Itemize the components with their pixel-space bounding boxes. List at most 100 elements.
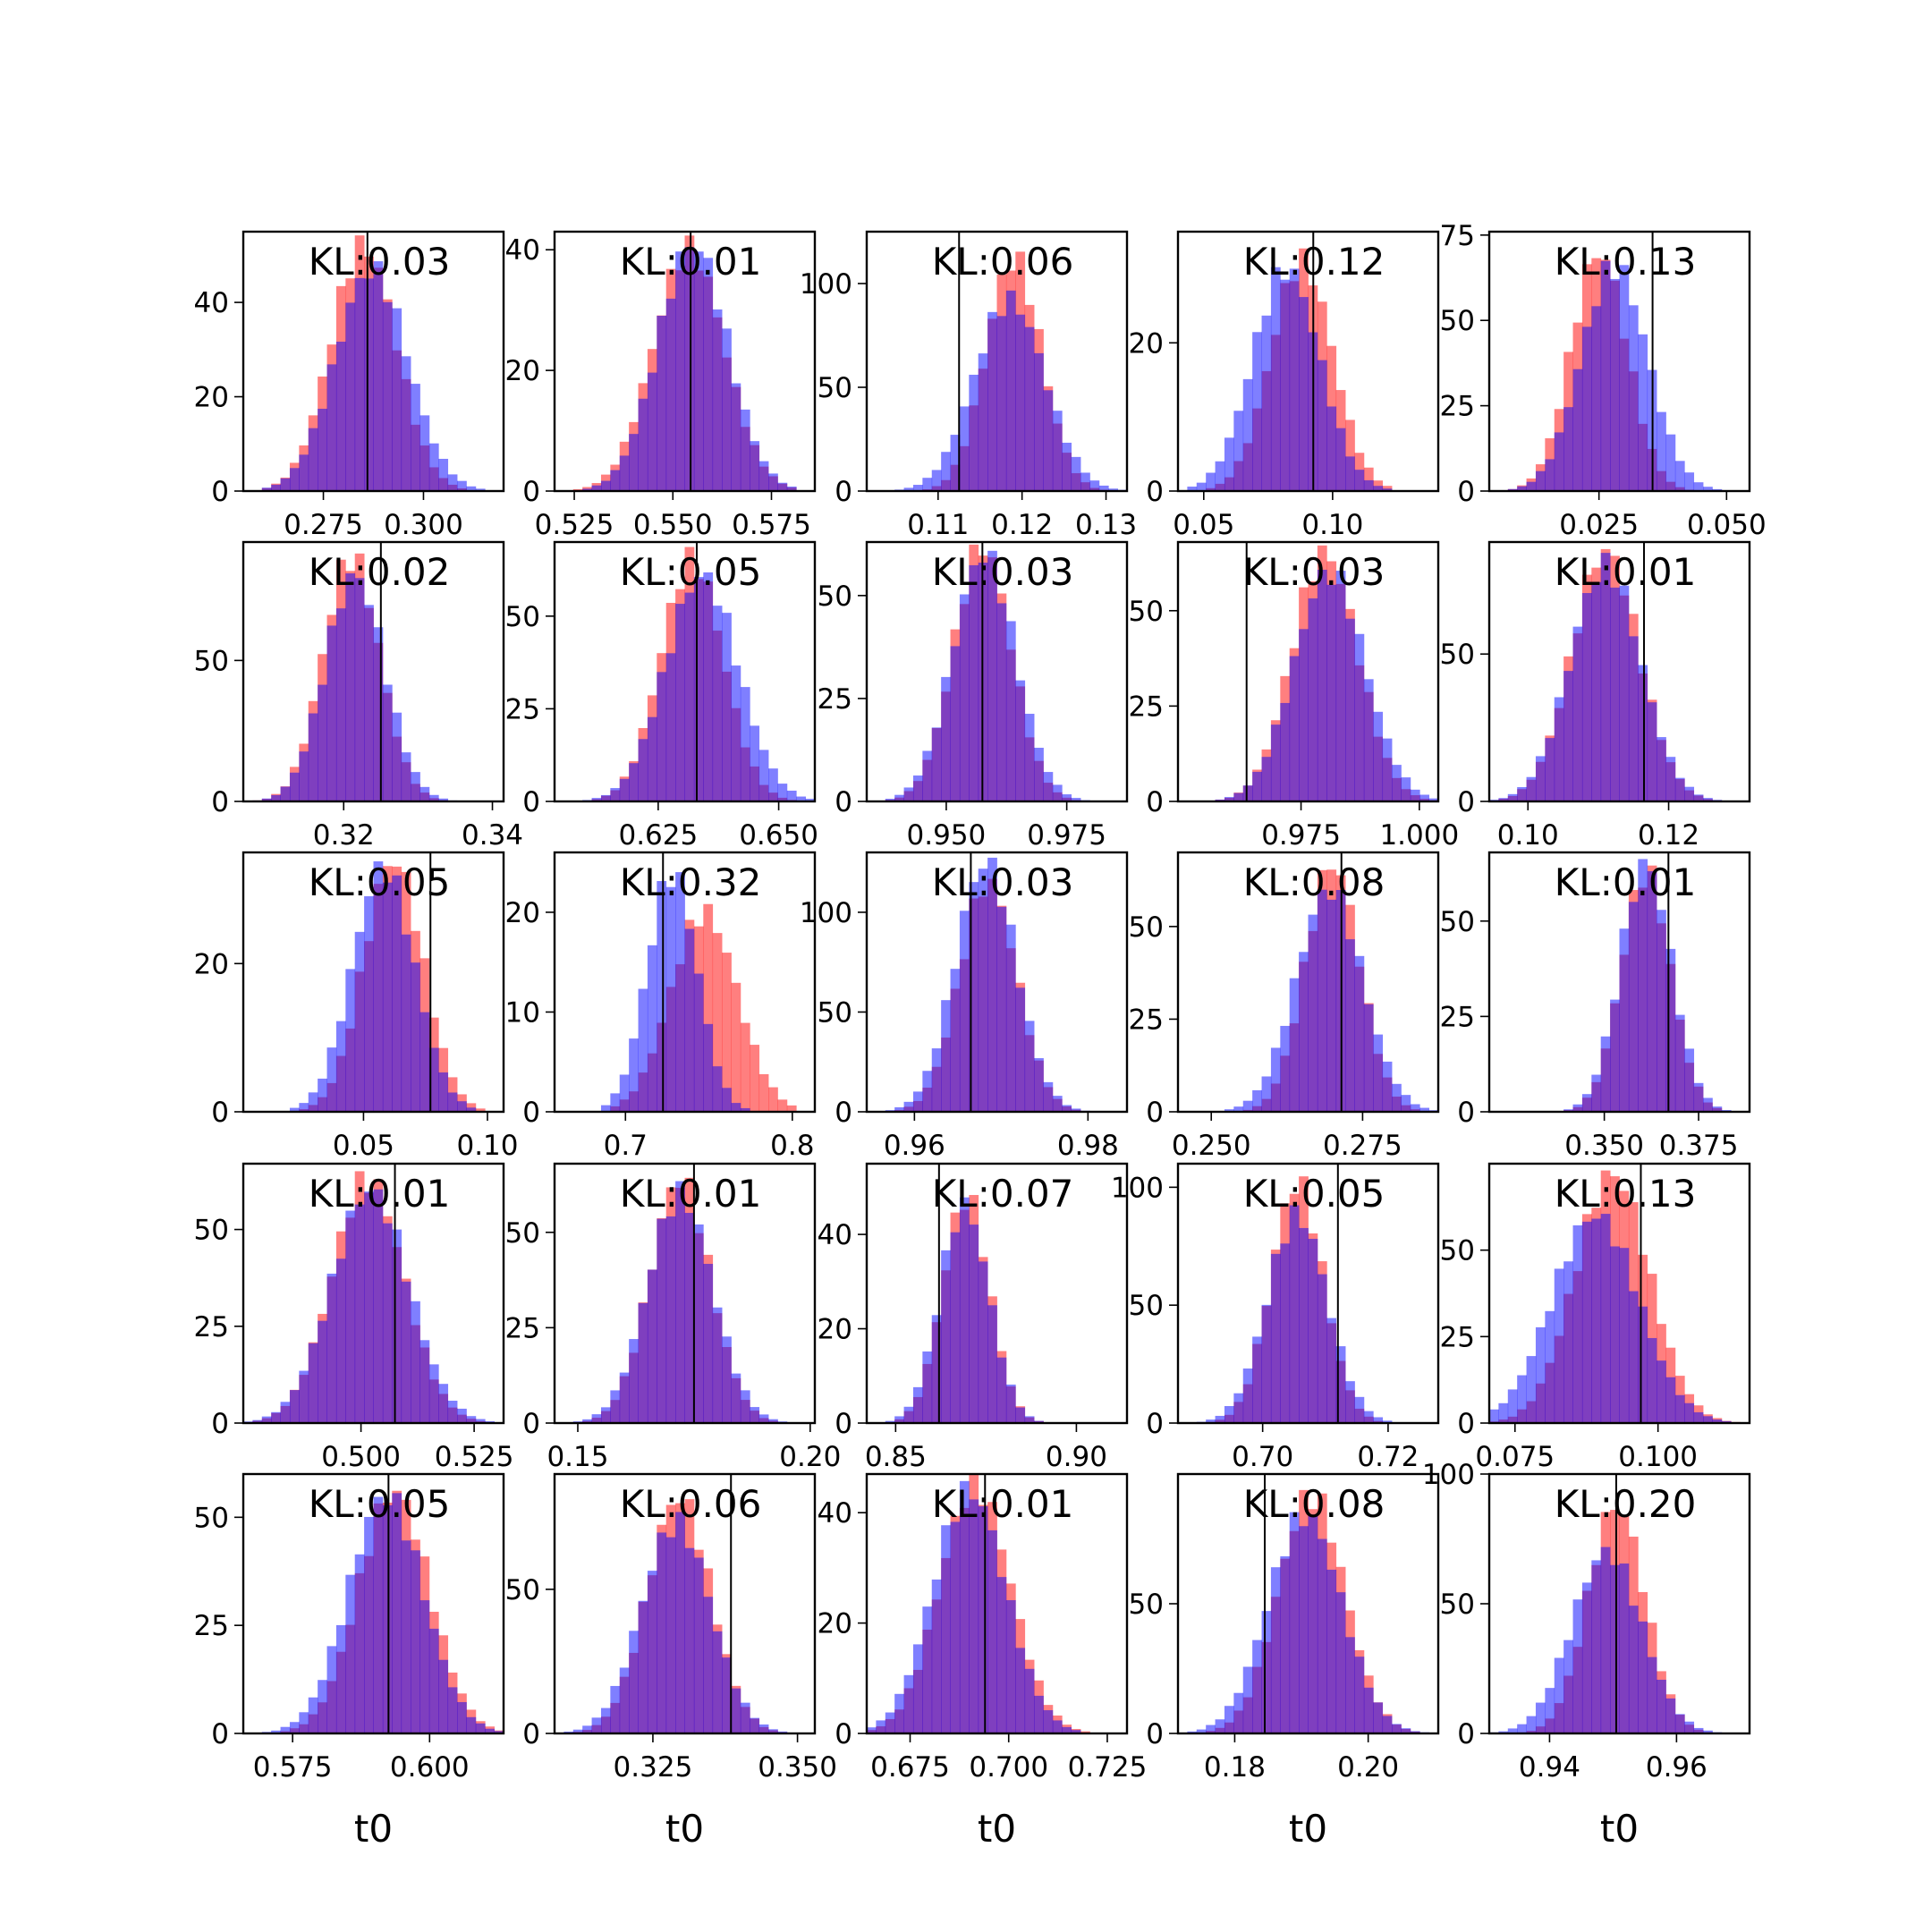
y-tick-label: 50 (1129, 596, 1164, 628)
blue-histogram-bar (885, 799, 895, 801)
blue-histogram-bar (987, 1305, 997, 1423)
blue-histogram-bar (466, 1716, 477, 1733)
axes-frame (242, 1162, 505, 1425)
blue-histogram-bar (1535, 1326, 1546, 1423)
blue-histogram-bar (373, 261, 384, 491)
kl-label: KL:0.05 (309, 1482, 451, 1526)
blue-histogram-bar (894, 1693, 904, 1733)
blue-histogram-bar (1647, 1657, 1657, 1733)
blue-histogram-bar (428, 1047, 439, 1112)
subplot-1-4: KL:0.12 0 20 0.05 0.10 (1129, 230, 1440, 541)
kl-label: KL:0.03 (309, 240, 451, 284)
blue-histogram-bar (1657, 411, 1666, 491)
blue-histogram-bar (722, 1336, 732, 1423)
blue-histogram-bar (1619, 928, 1630, 1112)
y-tick-label: 0 (1146, 1718, 1164, 1750)
blue-histogram-bar (1024, 1416, 1035, 1423)
plot-area (252, 542, 458, 801)
subplot-3-2: KL:0.32 0 10 20 0.7 0.8 (505, 851, 817, 1162)
blue-histogram-bar (1572, 1599, 1583, 1733)
blue-histogram-bar (354, 277, 365, 491)
blue-histogram-bar (619, 1074, 630, 1112)
x-tick-label: 0.250 (1172, 1130, 1251, 1162)
y-tick-label: 0 (835, 476, 852, 508)
kl-label: KL:0.01 (620, 1172, 762, 1216)
blue-histogram-bar (1043, 1081, 1054, 1112)
red-histogram-bar (731, 982, 741, 1112)
x-tick-label: 0.05 (333, 1130, 394, 1162)
blue-histogram-bar (1712, 1106, 1723, 1112)
blue-histogram-bar (712, 1066, 723, 1112)
blue-histogram-bar (903, 787, 914, 801)
blue-histogram-bar (1280, 702, 1291, 801)
y-tick-label: 0 (1457, 786, 1475, 818)
blue-histogram-bar (996, 603, 1007, 801)
blue-histogram-bar (261, 1416, 272, 1423)
y-tick-label: 100 (1422, 1459, 1475, 1491)
blue-histogram-bar (1674, 777, 1685, 801)
blue-histogram-bar (1224, 797, 1234, 801)
blue-histogram-bar (941, 676, 951, 801)
blue-histogram-bar (1563, 671, 1573, 801)
blue-histogram-bar (638, 398, 648, 491)
red-histogram-bar (1345, 419, 1355, 491)
red-histogram-bar (475, 1108, 486, 1112)
y-tick-label: 0 (1146, 1097, 1164, 1129)
blue-histogram-bar (903, 1101, 914, 1112)
blue-histogram-bar (768, 473, 778, 491)
x-axis-label: t0 (1289, 1807, 1327, 1851)
y-tick-label: 0 (1457, 476, 1475, 508)
blue-histogram-bar (912, 485, 923, 491)
y-tick-label: 0 (211, 1408, 229, 1440)
blue-histogram-bar (1382, 1716, 1393, 1733)
blue-histogram-bar (996, 1357, 1007, 1423)
blue-histogram-bar (1610, 587, 1620, 801)
plot-area (600, 852, 797, 1112)
blue-histogram-bar (373, 627, 384, 801)
blue-histogram-bar (1638, 334, 1648, 491)
blue-histogram-bar (1071, 1730, 1081, 1733)
blue-histogram-bar (1581, 1582, 1592, 1733)
blue-histogram-bar (1280, 1025, 1291, 1112)
blue-histogram-bar (768, 1419, 778, 1423)
blue-histogram-bar (1299, 1526, 1309, 1733)
blue-histogram-bar (261, 798, 272, 801)
blue-histogram-bar (647, 945, 657, 1112)
blue-histogram-bar (1308, 598, 1318, 801)
axes-frame (1176, 851, 1440, 1114)
y-tick-label: 50 (505, 1217, 540, 1250)
x-tick-label: 0.15 (547, 1441, 608, 1473)
y-tick-label: 0 (1457, 1718, 1475, 1750)
blue-histogram-bar (657, 1532, 667, 1733)
blue-histogram-bar (1299, 629, 1309, 801)
blue-histogram-bar (1024, 714, 1035, 801)
blue-histogram-bar (805, 799, 815, 801)
x-tick-label: 0.20 (779, 1441, 841, 1473)
blue-histogram-bar (308, 428, 318, 491)
blue-histogram-bar (1071, 1108, 1081, 1112)
blue-histogram-bar (610, 1093, 621, 1112)
blue-histogram-bar (318, 1320, 327, 1423)
blue-histogram-bar (438, 798, 449, 801)
x-tick-label: 0.85 (865, 1441, 927, 1473)
kl-label: KL:0.03 (932, 860, 1074, 904)
blue-histogram-bar (722, 328, 732, 491)
blue-histogram-bar (318, 1078, 327, 1112)
blue-histogram-bar (740, 409, 750, 491)
blue-histogram-bar (978, 1261, 988, 1423)
blue-histogram-bar (1034, 1058, 1044, 1112)
blue-histogram-bar (987, 1530, 997, 1733)
blue-histogram-bar (1638, 1306, 1648, 1423)
blue-histogram-bar (740, 1107, 750, 1112)
y-tick-label: 100 (1111, 1172, 1164, 1204)
blue-histogram-bar (1252, 1640, 1262, 1733)
blue-histogram-bar (411, 1301, 420, 1423)
blue-histogram-bar (786, 790, 797, 801)
blue-histogram-bar (629, 1339, 639, 1423)
x-tick-label: 0.18 (1204, 1751, 1266, 1784)
plot-area (1489, 1474, 1723, 1733)
blue-histogram-bar (722, 613, 732, 801)
blue-histogram-bar (1326, 584, 1337, 801)
blue-histogram-bar (600, 1407, 611, 1423)
y-tick-label: 50 (194, 1502, 229, 1534)
